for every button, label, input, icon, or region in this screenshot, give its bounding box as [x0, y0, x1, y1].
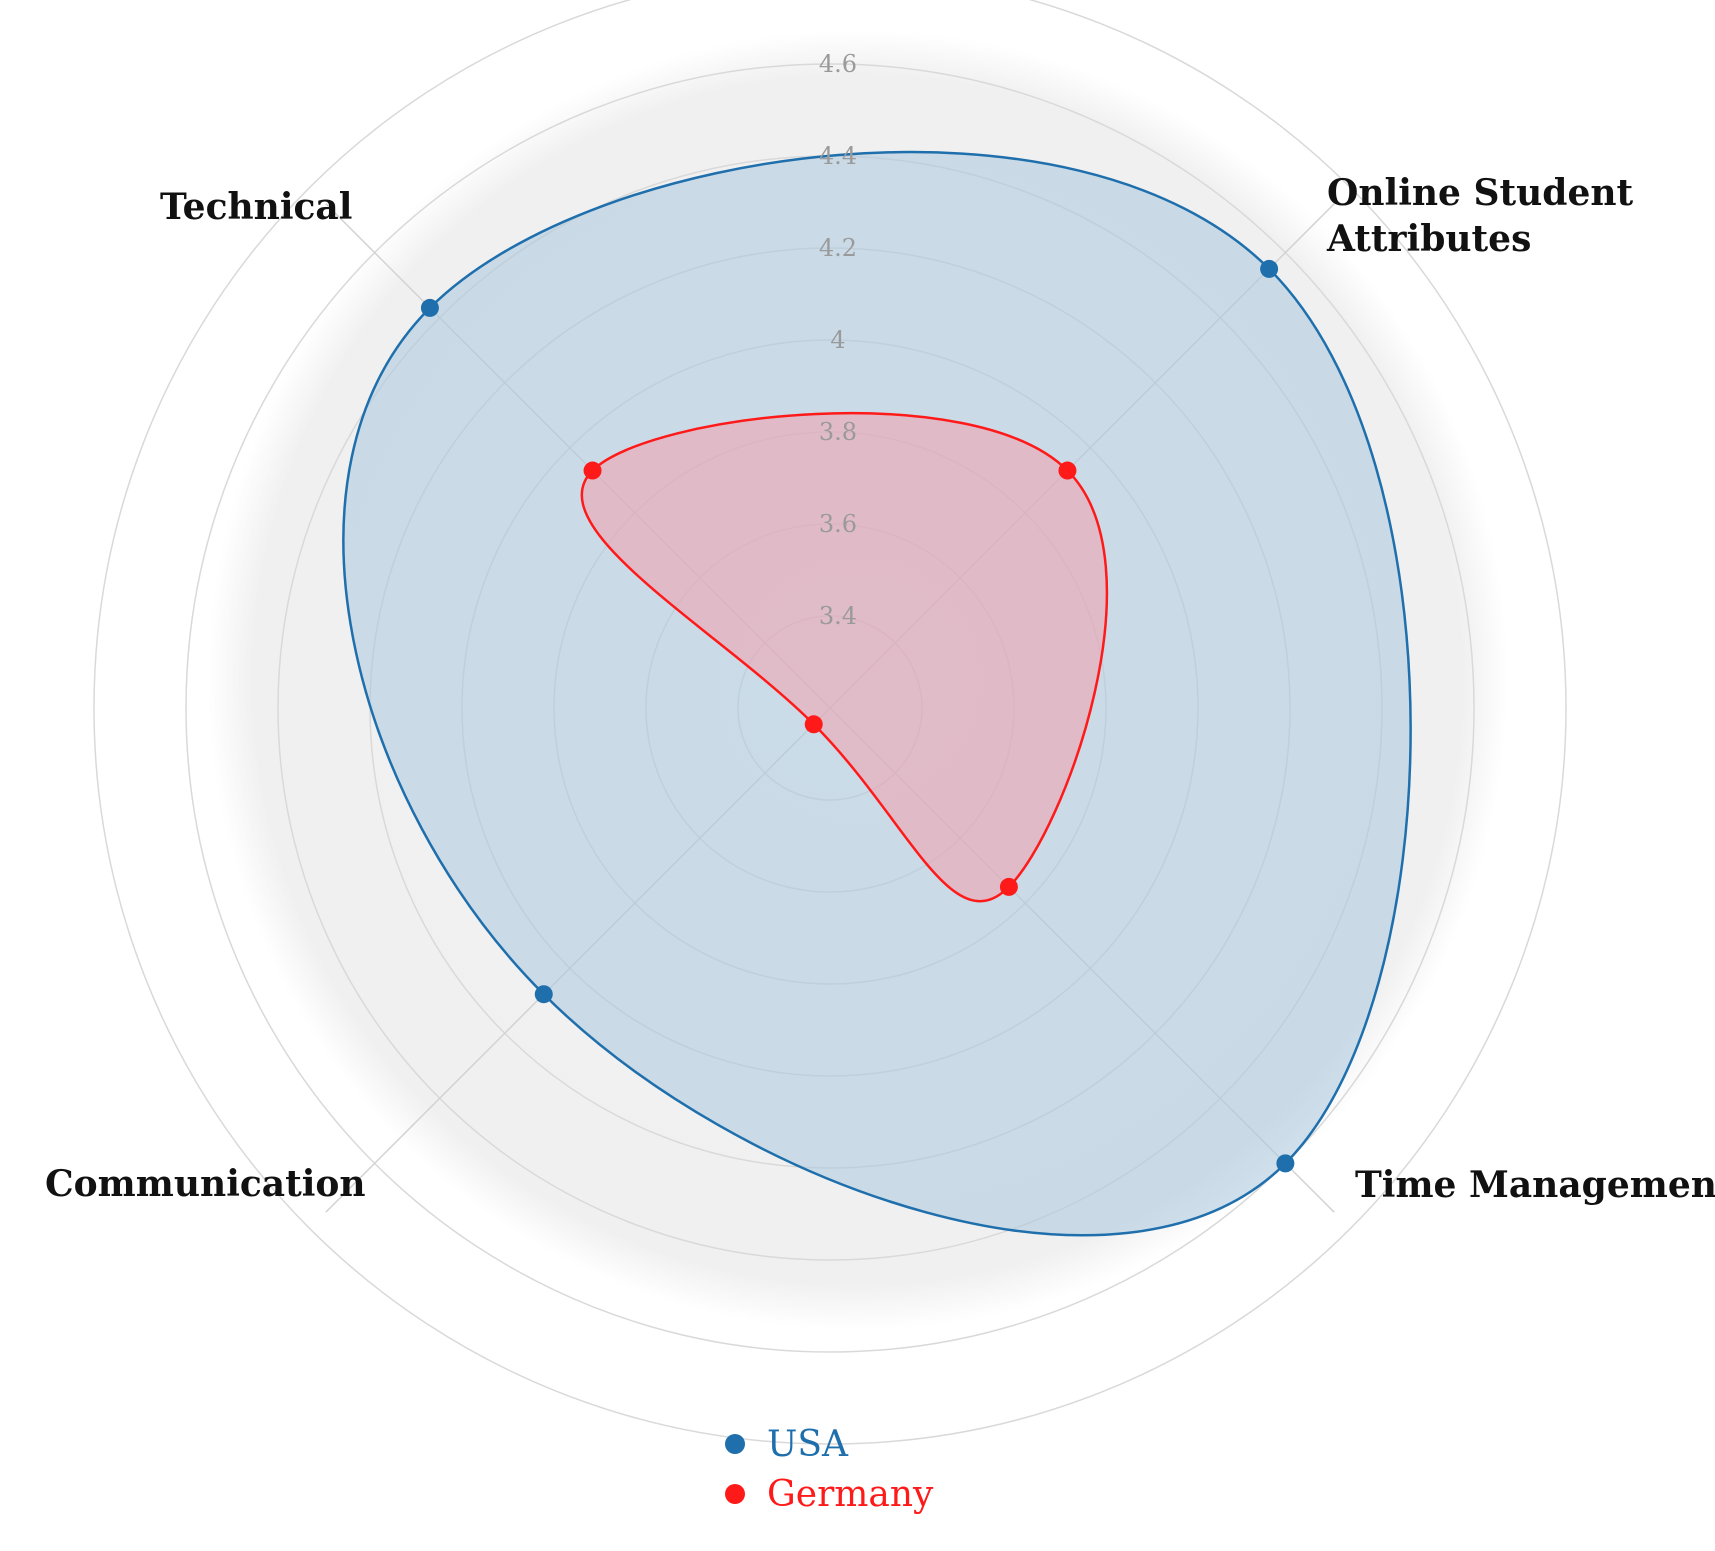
series-layer: [342, 150, 1412, 1237]
category-label-0: Online Student Attributes: [1326, 172, 1634, 260]
radial-tick-labels: 3.43.63.844.24.44.64.8: [819, 50, 857, 630]
r-tick-label: 4.2: [819, 234, 857, 262]
legend-item-usa[interactable]: USA: [725, 1424, 849, 1465]
r-tick-label: 3.4: [819, 602, 857, 630]
legend-label-germany: Germany: [767, 1474, 934, 1515]
legend[interactable]: USA Germany: [725, 1424, 934, 1515]
grid-circle: [93, 0, 1567, 1445]
legend-item-germany[interactable]: Germany: [725, 1474, 934, 1515]
category-label-1: Time Management: [1355, 1164, 1715, 1206]
series-germany: [580, 412, 1109, 903]
grid-circle: [185, 63, 1475, 1353]
series-usa-point-2[interactable]: [534, 985, 553, 1004]
series-germany-point-0[interactable]: [1058, 461, 1077, 480]
legend-label-usa: USA: [767, 1424, 849, 1465]
r-tick-label: 4.6: [819, 50, 857, 78]
series-usa-point-0[interactable]: [1260, 259, 1279, 278]
series-germany-area: [580, 412, 1109, 903]
series-usa-point-1[interactable]: [1276, 1154, 1295, 1173]
category-labels: Online Student Attributes Time Management C…: [45, 172, 1715, 1206]
series-germany-point-3[interactable]: [583, 461, 602, 480]
category-label-3: Technical: [160, 186, 352, 228]
r-tick-label: 4: [830, 326, 845, 354]
category-label-2: Communication: [45, 1163, 366, 1205]
legend-marker-germany: [725, 1484, 745, 1504]
series-germany-point-2[interactable]: [804, 715, 823, 734]
r-tick-label: 3.8: [819, 418, 857, 446]
series-germany-point-1[interactable]: [999, 877, 1018, 896]
r-tick-label: 4.4: [819, 142, 857, 170]
legend-marker-usa: [725, 1434, 745, 1454]
r-tick-label: 3.6: [819, 510, 857, 538]
series-usa-point-3[interactable]: [420, 298, 439, 317]
